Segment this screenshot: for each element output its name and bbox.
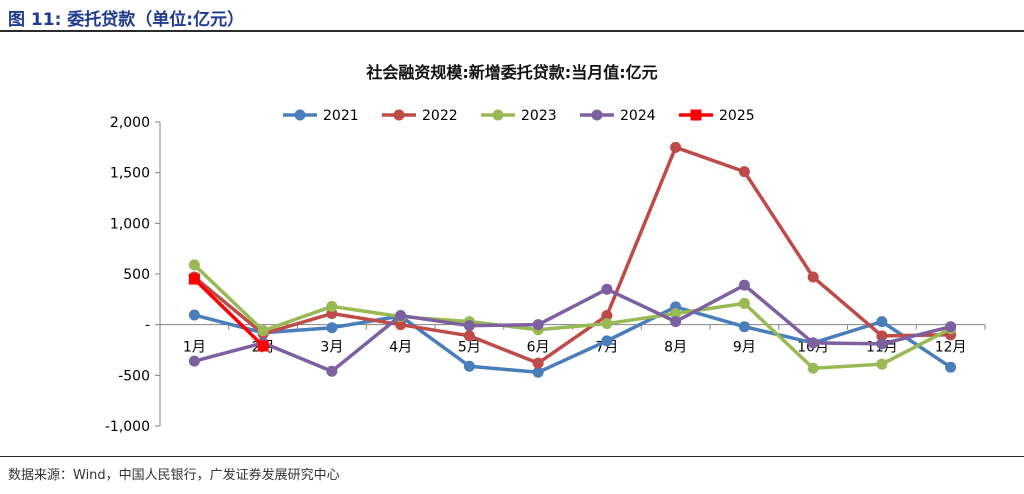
data-point-2022 [807,271,819,283]
data-point-2022 [463,330,475,342]
legend-label: 2021 [323,108,359,124]
x-tick-label: 4月 [389,340,412,356]
data-point-2023 [670,308,682,320]
data-point-2024 [807,337,819,349]
series-line-2022 [193,145,951,365]
legend-label: 2022 [422,108,458,124]
x-tick-label: 12月 [935,340,967,356]
y-tick-label: - [145,318,150,334]
data-point-2024 [395,310,407,322]
series-line-2021 [193,305,952,375]
data-point-2023 [807,362,819,374]
line-chart: 社会融资规模:新增委托贷款:当月值:亿元 2021 2022 2023 2024 202… [105,63,986,435]
data-point-2021 [738,321,750,333]
data-point-2024 [601,283,613,295]
legend-marker [393,109,405,121]
data-point-2024 [188,355,200,367]
x-tick-label: 5月 [458,340,481,356]
data-point-2024 [532,319,544,331]
data-point-2024 [326,365,338,377]
legend-item-2024: 2024 [580,108,656,124]
data-point-2022 [532,357,544,369]
data-point-2024 [876,338,888,350]
y-tick-label: 2,000 [110,115,150,131]
figure-header: 图 11: 委托贷款（单位:亿元） [0,0,1024,34]
data-point-2023 [188,259,200,271]
header-rule [0,30,1024,32]
data-point-2024 [670,316,682,328]
legend-marker [294,109,306,121]
data-point-2023 [601,318,613,330]
y-tick-label: 1,000 [110,216,150,232]
y-tick-label: -1,000 [105,419,150,435]
data-point-2022 [738,166,750,178]
data-point-2022 [601,310,613,322]
data-point-2024 [945,321,957,333]
data-point-2021 [532,366,544,378]
x-tick-label: 6月 [527,340,550,356]
legend-marker [492,109,504,121]
legend-item-2023: 2023 [481,108,557,124]
y-tick-label: 1,500 [110,166,150,182]
series-line-2025 [193,277,265,348]
legend-label: 2025 [719,108,755,124]
legend-item-2021: 2021 [283,108,359,124]
data-point-2022 [395,319,407,331]
y-tick-label: 500 [123,267,150,283]
x-tick-label: 3月 [320,340,343,356]
x-tick-label: 9月 [733,340,756,356]
footer-rule [0,456,1024,457]
data-point-2021 [326,322,338,334]
data-point-2021 [601,335,613,347]
chart-title: 社会融资规模:新增委托贷款:当月值:亿元 [365,63,657,82]
data-point-2021 [945,361,957,373]
legend-marker [690,109,702,121]
legend-label: 2023 [521,108,557,124]
data-point-2022 [670,141,682,153]
x-tick-label: 1月 [183,340,206,356]
series-2025 [188,273,269,352]
data-point-2023 [876,358,888,370]
data-point-2021 [876,316,888,328]
data-point-2021 [463,360,475,372]
legend-label: 2024 [620,108,656,124]
data-point-2024 [463,320,475,332]
legend-item-2022: 2022 [382,108,458,124]
figure-title: 图 11: 委托贷款（单位:亿元） [8,10,245,30]
series-line-2024 [193,283,952,374]
data-point-2024 [738,279,750,291]
chart-axes: 2,0001,5001,000500--500-1,0001月2月3月4月5月6… [105,115,986,435]
data-point-2025 [257,340,269,352]
data-point-2023 [326,300,338,312]
x-tick-label: 8月 [664,340,687,356]
data-point-2023 [738,297,750,309]
legend-item-2025: 2025 [679,108,755,124]
series-line-2023 [193,263,952,370]
y-tick-label: -500 [118,368,150,384]
chart-legend: 2021 2022 2023 2024 2025 [283,108,755,124]
data-point-2023 [257,325,269,337]
data-point-2021 [188,309,200,321]
legend-marker [591,109,603,121]
data-point-2022 [876,330,888,342]
figure-source: 数据来源：Wind，中国人民银行，广发证券发展研究中心 [8,468,340,483]
chart-series [188,141,957,378]
data-point-2025 [188,273,200,285]
